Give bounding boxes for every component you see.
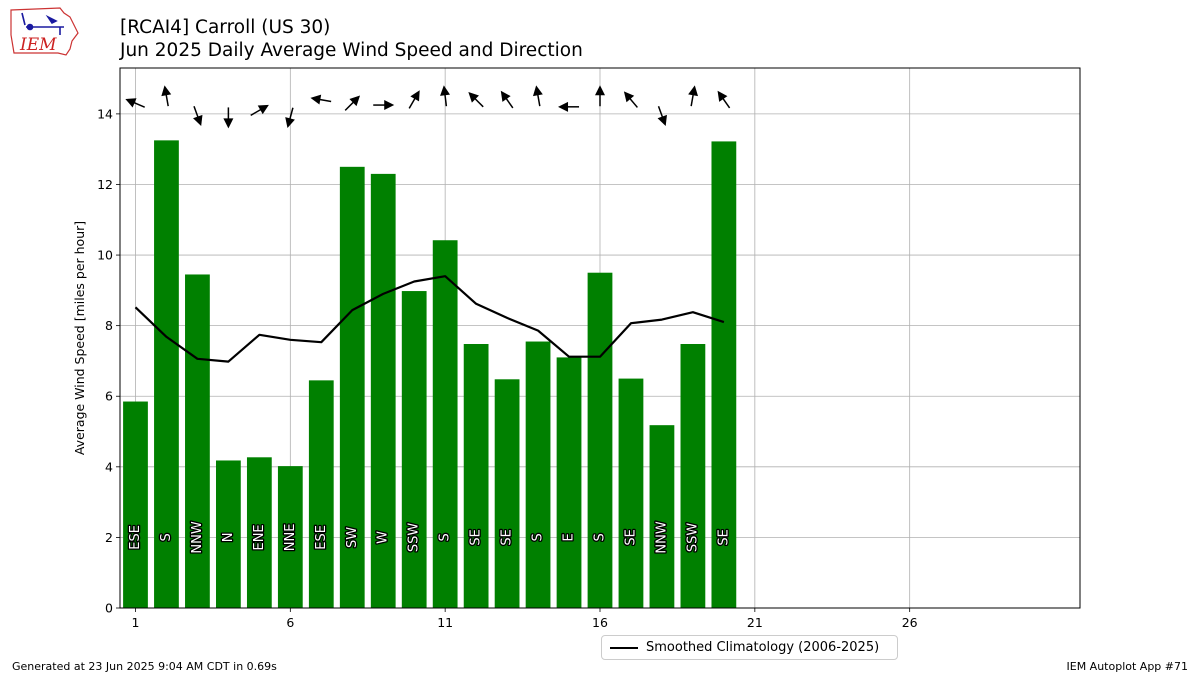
- bar-day-12: [463, 344, 489, 608]
- direction-label: S: [438, 533, 453, 541]
- x-tick-label: 26: [902, 615, 918, 630]
- y-tick-label: 14: [97, 106, 113, 121]
- wind-arrow: [250, 104, 269, 117]
- wind-arrow: [161, 85, 172, 107]
- direction-label: ESE: [128, 525, 143, 550]
- direction-label: SE: [500, 529, 515, 545]
- y-tick-label: 4: [105, 459, 113, 474]
- y-tick-label: 10: [97, 248, 113, 263]
- bar-day-20: [711, 141, 737, 609]
- bar-day-17: [618, 378, 644, 608]
- wind-arrows: [125, 85, 731, 129]
- bars: [123, 140, 737, 609]
- bar-day-15: [556, 357, 582, 608]
- wind-arrow: [717, 90, 731, 109]
- x-tick-label: 16: [592, 615, 608, 630]
- wind-arrow: [500, 90, 514, 109]
- wind-arrow: [532, 85, 543, 107]
- footer-generated: Generated at 23 Jun 2025 9:04 AM CDT in …: [12, 660, 277, 673]
- y-axis-label: Average Wind Speed [miles per hour]: [72, 221, 87, 455]
- bar-day-5: [246, 457, 272, 608]
- direction-label: SE: [716, 529, 731, 545]
- wind-arrow: [285, 107, 295, 129]
- direction-label: ESE: [314, 525, 329, 550]
- direction-label: SE: [469, 529, 484, 545]
- direction-label: NNW: [190, 521, 205, 553]
- wind-arrow: [688, 85, 699, 107]
- y-tick-label: 2: [105, 530, 113, 545]
- direction-label: E: [562, 533, 577, 541]
- bar-day-7: [308, 380, 334, 608]
- legend: Smoothed Climatology (2006-2025): [601, 635, 898, 660]
- bar-day-1: [123, 401, 148, 608]
- direction-label: S: [159, 533, 174, 541]
- x-tick-label: 11: [437, 615, 453, 630]
- logo-text: IEM: [19, 35, 57, 55]
- x-tick-label: 21: [747, 615, 763, 630]
- wind-arrow: [595, 85, 605, 107]
- direction-label: SW: [345, 527, 360, 548]
- bar-day-8: [339, 166, 365, 608]
- y-tick-label: 8: [105, 318, 113, 333]
- wind-arrow: [623, 91, 638, 108]
- wind-arrow: [193, 105, 203, 126]
- direction-label: NNW: [654, 521, 669, 553]
- bar-day-18: [649, 425, 675, 608]
- iem-logo: IEM: [10, 7, 79, 56]
- y-tick-label: 0: [105, 601, 113, 616]
- direction-label: SE: [623, 529, 638, 545]
- direction-label: N: [221, 533, 236, 543]
- wind-arrow: [125, 98, 145, 108]
- direction-label: ENE: [252, 524, 267, 550]
- wind-arrow: [408, 90, 420, 109]
- wind-arrow: [558, 101, 580, 112]
- wind-arrow: [440, 85, 451, 107]
- bar-day-9: [370, 173, 396, 608]
- bar-day-19: [680, 344, 706, 608]
- legend-line-swatch: [610, 646, 638, 649]
- x-tick-label: 1: [132, 615, 140, 630]
- wind-arrow: [373, 100, 395, 111]
- wind-arrow: [223, 107, 234, 129]
- bar-day-14: [525, 341, 551, 608]
- footer-app: IEM Autoplot App #71: [1066, 660, 1189, 673]
- direction-labels: ESE S NNW N ENE NNE ESE SW W SSW S SE SE S E S SE NNW SSW S…: [127, 520, 733, 555]
- bar-day-16: [587, 272, 613, 608]
- wind-arrow: [344, 95, 361, 111]
- wind-arrow: [657, 105, 667, 126]
- climatology-line: [134, 275, 725, 363]
- direction-label: S: [531, 533, 546, 541]
- bar-day-3: [185, 274, 210, 608]
- x-tick-label: 6: [286, 615, 294, 630]
- legend-label: Smoothed Climatology (2006-2025): [646, 640, 880, 655]
- chart-title-station: [RCAI4] Carroll (US 30): [120, 17, 331, 38]
- y-tick-label: 12: [97, 177, 113, 192]
- bar-day-6: [277, 466, 303, 608]
- wind-arrow: [310, 94, 332, 105]
- wind-arrow: [468, 91, 484, 108]
- bar-day-2: [154, 140, 179, 608]
- direction-label: W: [376, 531, 391, 544]
- iowa-outline-icon: [10, 7, 79, 56]
- climatology-line-layer: [134, 275, 725, 363]
- bar-day-4: [216, 460, 241, 608]
- weather-station-icon: [21, 12, 64, 35]
- direction-label: NNE: [283, 524, 298, 552]
- direction-label: S: [593, 533, 608, 541]
- bar-day-13: [494, 379, 520, 608]
- chart-title-description: Jun 2025 Daily Average Wind Speed and Di…: [120, 40, 583, 61]
- bar-day-10: [401, 291, 427, 608]
- direction-label: SSW: [407, 523, 422, 553]
- y-tick-label: 6: [105, 389, 113, 404]
- bar-day-11: [432, 240, 458, 608]
- direction-label: SSW: [685, 523, 700, 553]
